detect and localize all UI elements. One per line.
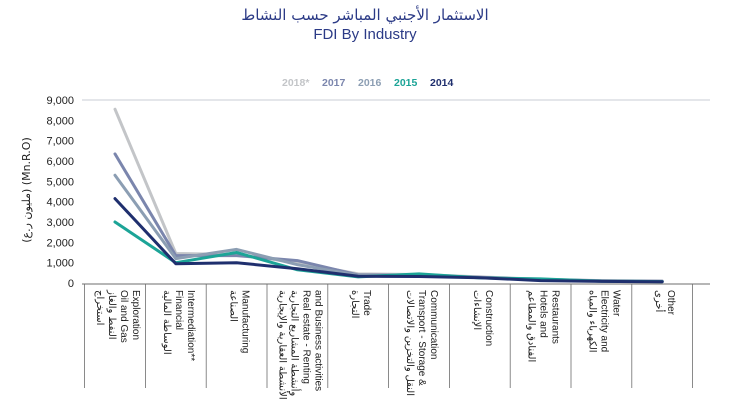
category-label-line: Manufacturing xyxy=(240,290,251,353)
y-tick-label: 0 xyxy=(68,278,74,290)
category-label-line: Oil and Gas xyxy=(118,290,129,343)
category-label-line: استخراج xyxy=(94,290,105,325)
series-line-2014 xyxy=(113,197,664,284)
legend-item-2015: 2015 xyxy=(394,77,418,89)
series-line-2016 xyxy=(113,173,664,283)
category-label-line: النفط والغاز xyxy=(106,289,117,340)
category-label-line: الأنشطة العقارية والإيجارية xyxy=(276,290,289,400)
chart-title-english: FDI By Industry xyxy=(313,26,417,43)
legend-item-2017: 2017 xyxy=(322,77,346,89)
category-label-line: الكهرباء والمياه xyxy=(586,290,597,353)
y-tick-label: 3,000 xyxy=(46,217,74,229)
y-tick-label: 4,000 xyxy=(46,197,74,209)
category-label-line: Transport - Storage & xyxy=(416,290,427,386)
category-label-line: Other xyxy=(665,290,676,316)
category-label-line: Restaurants xyxy=(550,290,561,344)
category-label-line: التجارة xyxy=(349,290,360,318)
chart-title-arabic: الاستثمار الأجنبي المباشر حسب النشاط xyxy=(241,6,489,24)
category-label: الوساطة الماليةFinancialIntermediation** xyxy=(161,290,196,361)
series-lines xyxy=(113,107,664,284)
category-label-line: Financial xyxy=(173,290,184,330)
y-tick-label: 1,000 xyxy=(46,258,74,270)
legend-item-2016: 2016 xyxy=(358,77,382,89)
category-label: التجارةTrade xyxy=(349,290,372,318)
category-label-line: Water xyxy=(610,290,621,317)
category-label-line: Hotels and xyxy=(538,290,549,338)
category-label-line: Trade xyxy=(361,290,372,316)
legend-item-2018: 2018* xyxy=(282,77,310,89)
axes: 0 1,000 2,000 3,000 4,000 5,000 6,000 7,000 8,00… xyxy=(46,95,710,388)
category-label: الكهرباء والمياهElectricity andWater xyxy=(586,290,621,353)
category-label-line: Exploration xyxy=(130,290,141,340)
y-tick-label: 8,000 xyxy=(46,115,74,127)
category-label-line: Communication xyxy=(428,290,439,359)
category-label: النقل والتخزين والاتصالاتTransport - Sto… xyxy=(404,290,439,396)
category-label-line: Real estate - Renting xyxy=(300,290,311,384)
y-tick-label: 5,000 xyxy=(46,176,74,188)
legend-item-2014: 2014 xyxy=(430,77,454,89)
category-label-line: النقل والتخزين والاتصالات xyxy=(404,290,415,396)
category-label-line: Construction xyxy=(483,290,494,346)
category-label-line: وأنشطة المشاريع التجارية xyxy=(288,290,301,396)
category-label-line: and Business activities xyxy=(312,290,323,391)
category-label: الفنادق والمطاعمHotels andRestaurants xyxy=(526,290,561,362)
category-label-line: Intermediation** xyxy=(185,290,196,361)
y-tick-label: 6,000 xyxy=(46,156,74,168)
y-tick-label: 7,000 xyxy=(46,136,74,148)
category-label: الصناعةManufacturing xyxy=(228,290,251,353)
chart-title-block: الاستثمار الأجنبي المباشر حسب النشاط FDI… xyxy=(0,6,730,46)
y-tick-label: 2,000 xyxy=(46,237,74,249)
category-label-line: Electricity and xyxy=(598,290,609,352)
series-line-2015 xyxy=(113,220,664,284)
category-label: الإنشاءاتConstruction xyxy=(471,290,494,346)
y-axis-label: (مليون ر.ع) (Mn.R.O) xyxy=(20,137,33,243)
category-label-line: الوساطة المالية xyxy=(161,290,172,355)
category-label-line: الفنادق والمطاعم xyxy=(526,290,537,362)
legend: 2018* 2017 2016 2015 2014 xyxy=(282,77,454,89)
category-label-line: أخرى xyxy=(653,290,666,313)
category-label: أخرىOther xyxy=(653,290,676,316)
category-label-line: الصناعة xyxy=(228,290,239,322)
category-label-line: الإنشاءات xyxy=(471,290,482,330)
category-label: الأنشطة العقارية والإيجاريةوأنشطة المشار… xyxy=(276,290,323,400)
category-label: استخراجالنفط والغازOil and GasExploratio… xyxy=(94,289,141,343)
y-axis-label-group: (مليون ر.ع) (Mn.R.O) xyxy=(20,137,33,243)
category-labels: استخراجالنفط والغازOil and GasExploratio… xyxy=(94,289,676,400)
y-tick-label: 9,000 xyxy=(46,95,74,107)
